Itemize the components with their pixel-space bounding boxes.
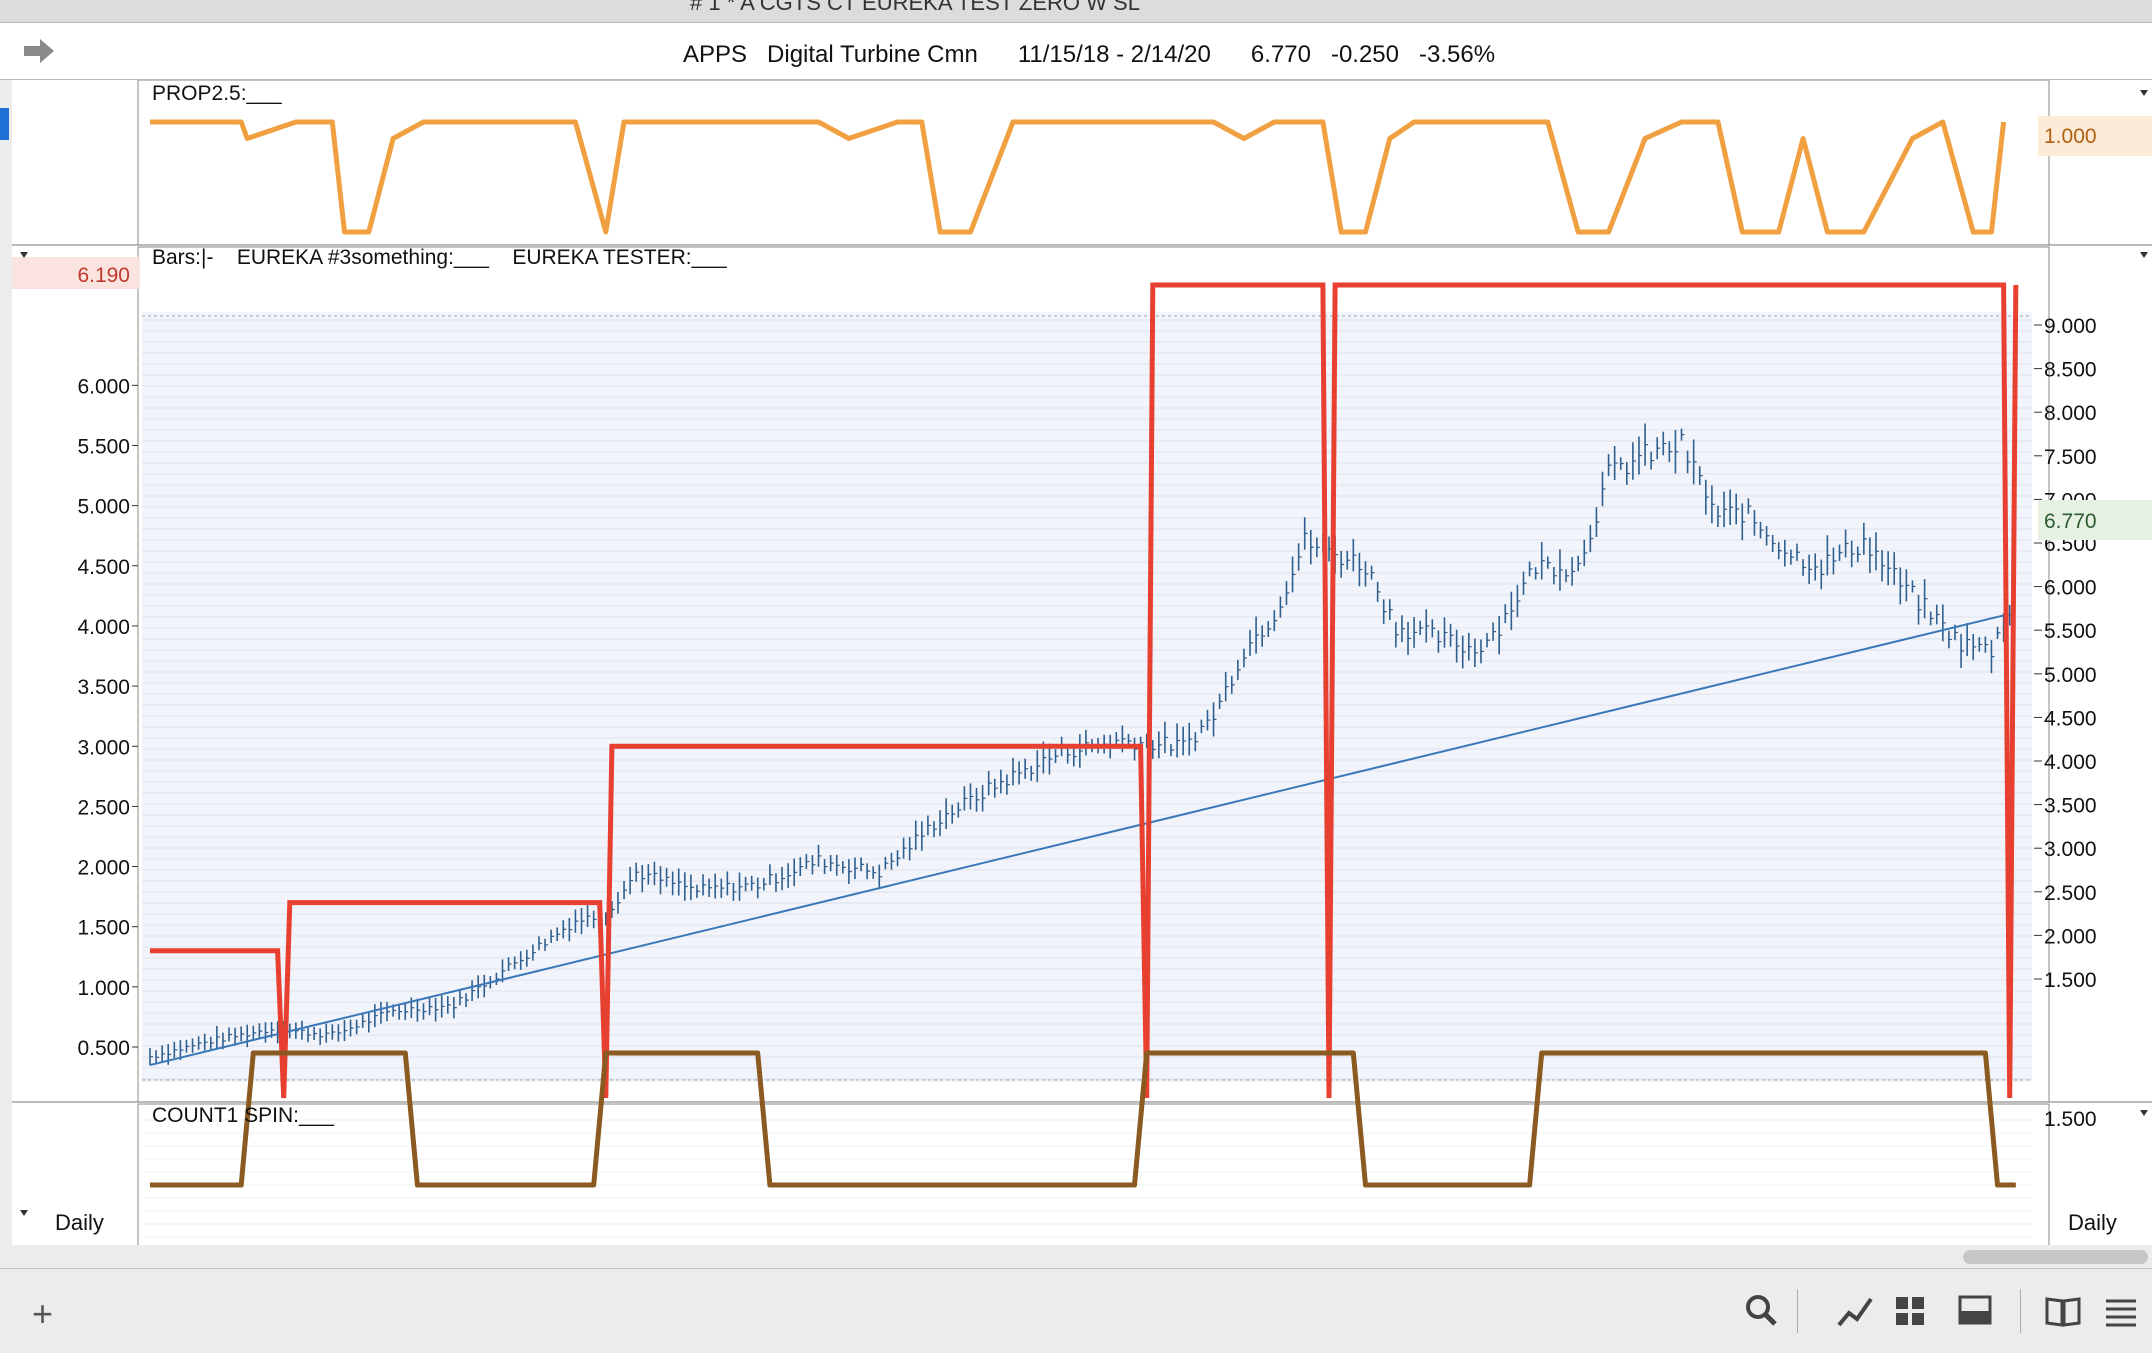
right-tick-label: 4.500 (2044, 707, 2097, 730)
prop-panel-frame (137, 80, 2050, 246)
prop-line (150, 119, 2007, 235)
horizontal-scrollbar[interactable] (1963, 1250, 2148, 1264)
left-tick-label: 5.000 (77, 496, 130, 519)
left-tick-label: 2.000 (77, 857, 130, 880)
left-tick-label: 4.500 (77, 556, 130, 579)
left-tick-label: 5.500 (77, 436, 130, 459)
symbol: APPS (683, 41, 748, 68)
main-plot-background (142, 312, 2032, 1082)
toolbar-separator (2020, 1289, 2021, 1333)
eureka3-label: EUREKA #3something:___ (236, 246, 489, 269)
window-title: # 1 * A CGTS CT EUREKA TEST ZERO W SL (690, 0, 1140, 15)
periodicity-right[interactable]: Daily (2068, 1210, 2117, 1235)
last-price: 6.770 (1250, 41, 1311, 68)
tester-series (150, 282, 2019, 1099)
right-tick-label: 8.000 (2044, 402, 2097, 425)
panel-menu-icon[interactable] (2140, 1110, 2148, 1116)
tester-line (150, 282, 2019, 1099)
left-readout: 6.190 (77, 264, 130, 287)
window-titlebar: # 1 * A CGTS CT EUREKA TEST ZERO W SL (0, 0, 2152, 23)
panel-menu-icon[interactable] (2140, 90, 2148, 96)
add-icon[interactable]: + (32, 1293, 54, 1334)
right-readout-box (2038, 500, 2152, 540)
right-tick-label: 4.000 (2044, 751, 2097, 774)
prop-label: PROP2.5:___ (152, 82, 282, 106)
arrow-right-icon[interactable] (22, 37, 56, 65)
prop-label-text: PROP2.5:___ (152, 82, 282, 105)
right-tick-label: 3.000 (2044, 838, 2097, 861)
selection-marker (0, 108, 9, 140)
count-line (150, 1050, 2016, 1188)
chart-header: APPS Digital Turbine Cmn 11/15/18 - 2/14… (0, 23, 2152, 80)
left-tick-label: 3.000 (77, 736, 130, 759)
tester-label: EUREKA TESTER:___ (512, 246, 727, 269)
right-tick-label: 8.500 (2044, 359, 2097, 382)
eureka3-series (149, 612, 2010, 1067)
count-series (150, 1050, 2016, 1188)
axis-ticks: 6.000 5.500 5.000 4.500 4.000 3.500 3.000 2.500… (77, 315, 2097, 1131)
left-tick-label: 2.500 (77, 796, 130, 819)
right-readout: 6.770 (2044, 510, 2097, 533)
panel-menu-icon[interactable] (2140, 252, 2148, 258)
layout-icon[interactable] (1955, 1291, 1995, 1331)
left-tick-label: 1.500 (77, 917, 130, 940)
prop-readout: 1.000 (2044, 125, 2097, 148)
left-tick-label: 4.000 (77, 616, 130, 639)
periodicity-left[interactable]: Daily (55, 1210, 104, 1235)
left-tick-label: 0.500 (77, 1037, 130, 1060)
count-label: COUNT1 SPIN:___ (152, 1104, 334, 1128)
right-tick-label: 1.500 (2044, 969, 2097, 992)
draw-icon[interactable] (1835, 1291, 1875, 1331)
toolbar-separator (1797, 1289, 1798, 1333)
bottom-toolbar: + (0, 1268, 2152, 1353)
eureka3-line (149, 612, 2010, 1067)
panel-menu-icon[interactable] (20, 252, 28, 258)
right-tick-label: 9.000 (2044, 315, 2097, 338)
search-icon[interactable] (1742, 1291, 1782, 1331)
left-tick-label: 3.500 (77, 676, 130, 699)
prop-series (150, 119, 2007, 235)
security-info: APPS Digital Turbine Cmn 11/15/18 - 2/14… (683, 41, 1495, 69)
net-change: -0.250 (1330, 41, 1400, 68)
right-tick-label: 3.500 (2044, 795, 2097, 818)
count-tick-label: 1.500 (2044, 1108, 2097, 1131)
chart-window[interactable]: 6.000 5.500 5.000 4.500 4.000 3.500 3.000 2.500… (12, 80, 2152, 1245)
percent-change: -3.56% (1419, 41, 1496, 68)
company-name: Digital Turbine Cmn (767, 41, 978, 68)
periodicity-menu-icon[interactable] (20, 1210, 28, 1216)
count-label-text: COUNT1 SPIN:___ (152, 1104, 335, 1127)
left-readout-box (12, 257, 140, 289)
right-tick-label: 7.500 (2044, 446, 2097, 469)
right-tick-label: 2.000 (2044, 925, 2097, 948)
left-tick-label: 6.000 (77, 375, 130, 398)
book-icon[interactable] (2043, 1291, 2083, 1331)
grid-icon[interactable] (1890, 1291, 1930, 1331)
list-icon[interactable] (2100, 1291, 2140, 1331)
left-tick-label: 1.000 (77, 977, 130, 1000)
date-range: 11/15/18 - 2/14/20 (1017, 41, 1211, 68)
chart-canvas[interactable]: 6.000 5.500 5.000 4.500 4.000 3.500 3.000 2.500… (12, 80, 2152, 1245)
right-tick-label: 5.500 (2044, 620, 2097, 643)
main-labels: Bars:|- EUREKA #3something:___ EUREKA TE… (152, 246, 727, 270)
right-tick-label: 2.500 (2044, 882, 2097, 905)
bars-label: Bars:|- (152, 246, 214, 269)
right-tick-label: 6.000 (2044, 577, 2097, 600)
right-tick-label: 5.000 (2044, 664, 2097, 687)
prop-readout-box (2038, 116, 2152, 156)
count-panel-frame (137, 1103, 2050, 1245)
